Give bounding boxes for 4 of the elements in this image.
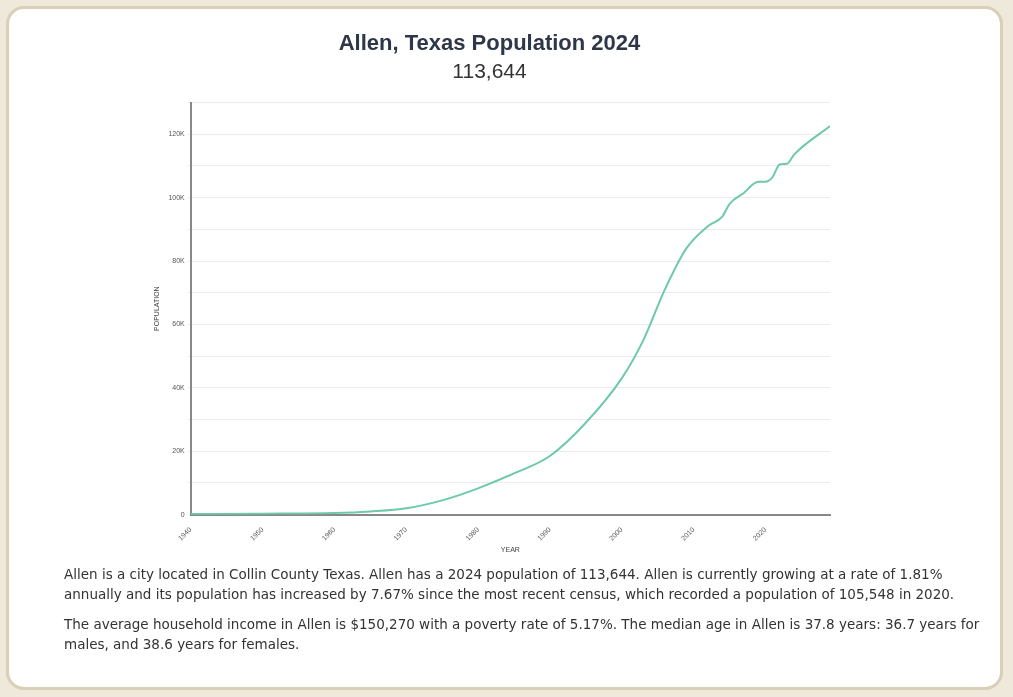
text: Allen is a city located in Collin County Texas. Allen has a 2024 population of 113,644. Allen is currently growing at a rate of 1.81% annually and its population has increased by 7.67% since the most recent census, which recorded a population of 105,548 in 2020. — [64, 565, 956, 604]
text: The average household income in Allen is $150,270 with a poverty rate of 5.17%. The median age in Allen is 37.8 years: 36.7 years for males, and 38.6 years for females. — [64, 615, 981, 654]
chart-subtitle: 113,644 — [452, 58, 527, 82]
chart-title: Allen, Texas Population 2024 — [338, 30, 642, 56]
